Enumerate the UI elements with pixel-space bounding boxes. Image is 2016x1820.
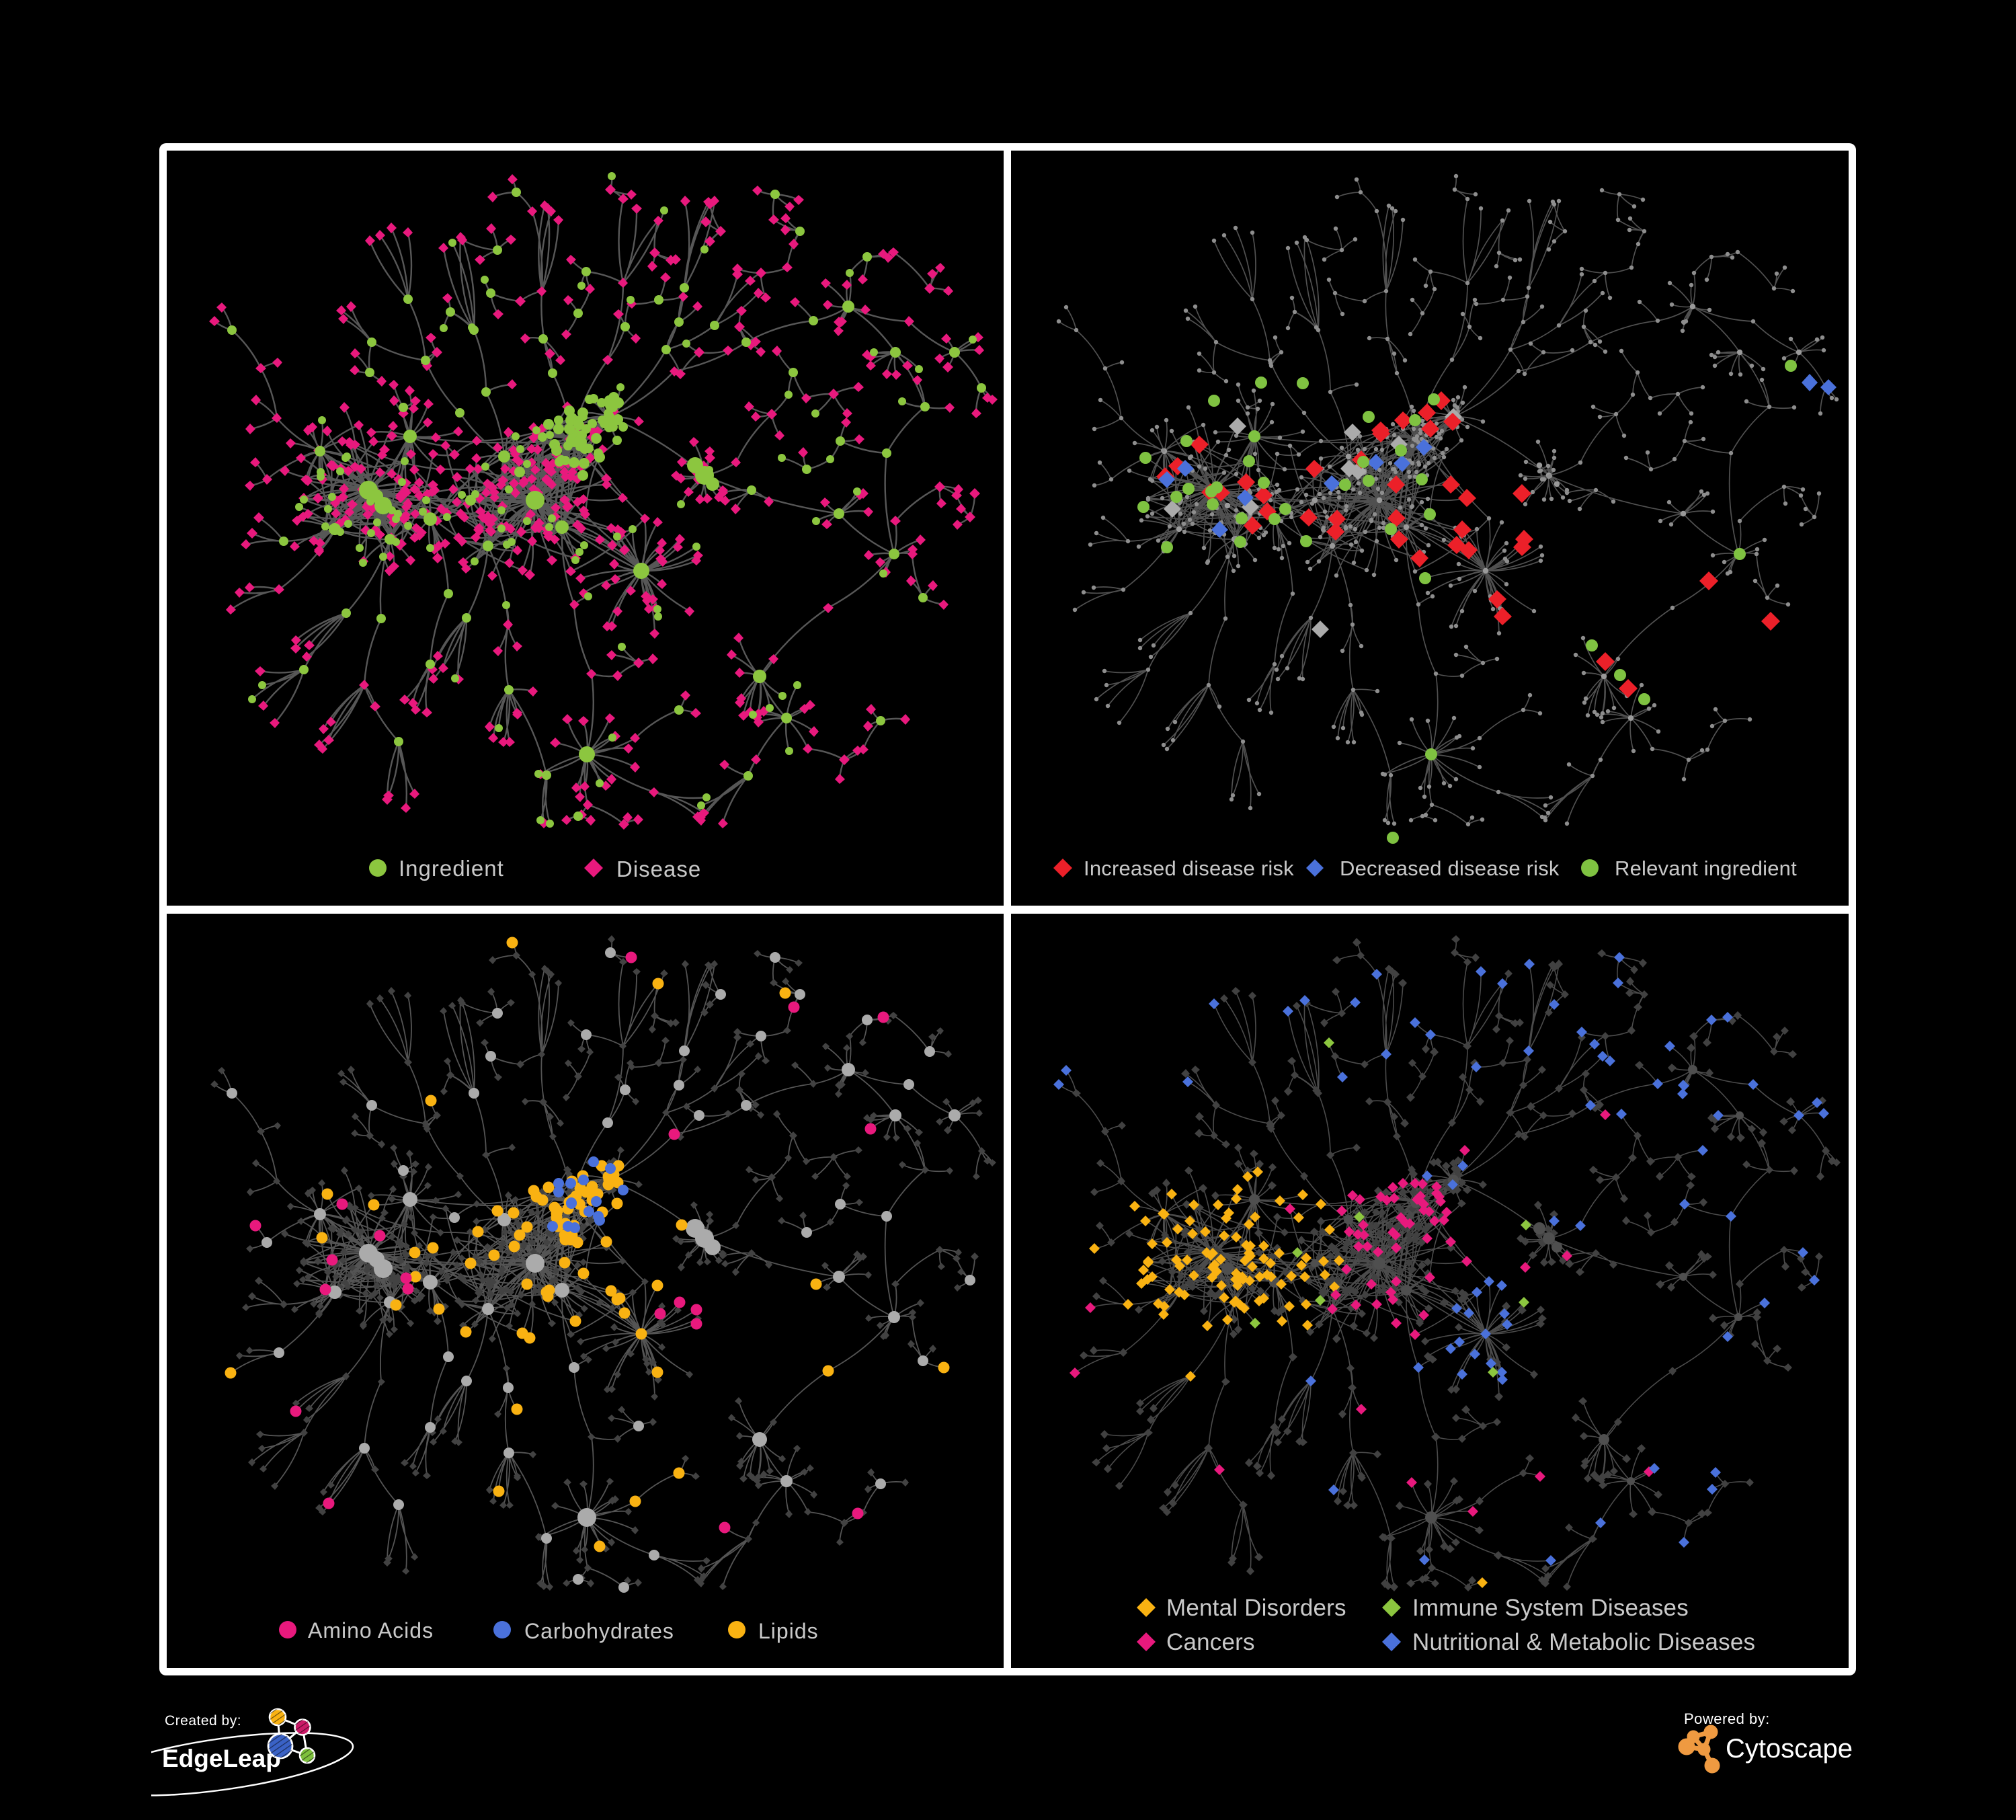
svg-text:Relevant ingredient: Relevant ingredient: [1615, 857, 1797, 880]
svg-text:EdgeLeap: EdgeLeap: [162, 1745, 281, 1772]
svg-text:Nutritional & Metabolic Diseas: Nutritional & Metabolic Diseases: [1412, 1629, 1755, 1655]
svg-text:Cancers: Cancers: [1166, 1629, 1255, 1655]
svg-text:Mental Disorders: Mental Disorders: [1166, 1595, 1346, 1621]
svg-text:Immune System Diseases: Immune System Diseases: [1412, 1595, 1689, 1621]
svg-text:Disease: Disease: [616, 857, 701, 881]
svg-text:Lipids: Lipids: [758, 1619, 819, 1643]
svg-text:Created by:: Created by:: [165, 1713, 241, 1729]
svg-text:Amino Acids: Amino Acids: [308, 1618, 434, 1643]
svg-text:Powered by:: Powered by:: [1684, 1710, 1770, 1727]
svg-text:Ingredient: Ingredient: [399, 856, 504, 881]
svg-text:Cytoscape: Cytoscape: [1726, 1734, 1853, 1764]
svg-text:Decreased disease risk: Decreased disease risk: [1340, 857, 1560, 880]
svg-text:Increased disease risk: Increased disease risk: [1084, 857, 1294, 880]
svg-text:Carbohydrates: Carbohydrates: [524, 1619, 674, 1643]
